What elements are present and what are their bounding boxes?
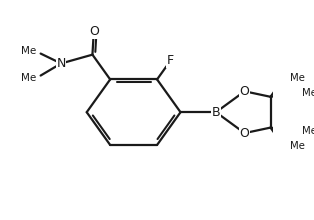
Text: O: O (89, 25, 99, 38)
Text: O: O (240, 85, 250, 98)
Text: Me: Me (290, 141, 305, 151)
Text: Me: Me (302, 88, 314, 98)
Text: Me: Me (302, 126, 314, 136)
Text: F: F (167, 54, 174, 67)
Text: Me: Me (21, 73, 36, 83)
Text: N: N (57, 57, 66, 70)
Text: Me: Me (290, 73, 305, 83)
Text: O: O (240, 126, 250, 140)
Text: Me: Me (21, 46, 36, 56)
Text: B: B (212, 106, 220, 119)
